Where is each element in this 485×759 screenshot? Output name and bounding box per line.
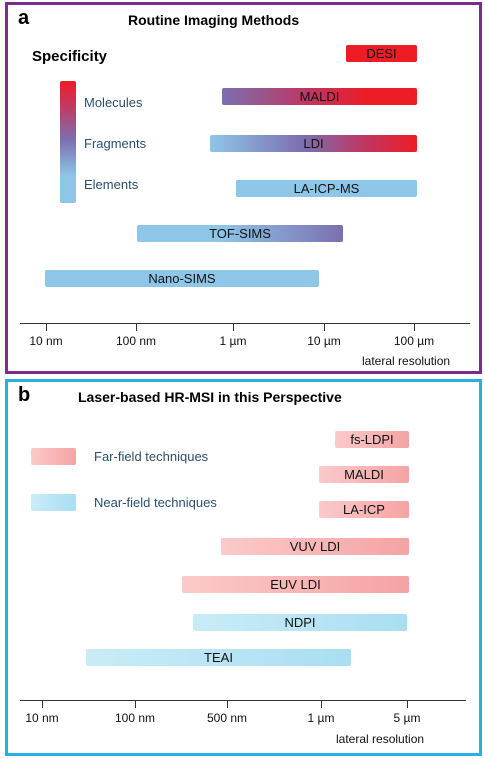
legend-far-field-label: Far-field techniques [94,449,209,464]
specificity-label: Specificity [32,48,108,65]
panel-b: b Laser-based HR-MSI in this Perspective… [5,379,482,756]
bar-fs-ldpi: fs-LDPI [335,431,409,448]
panel-a-tick-label: 100 nm [115,334,157,348]
panel-a-axis-title: lateral resolution [362,354,451,368]
bar-desi: DESI [346,45,417,62]
legend-far-field-swatch [31,448,76,465]
bar-nano-sims-label: Nano-SIMS [148,271,216,286]
scale-label-molecules: Molecules [84,95,143,110]
bar-la-icp-ms-label: LA-ICP-MS [293,181,360,196]
panel-a: a Routine Imaging Methods Specificity Mo… [5,2,482,374]
panel-b-tick [407,701,408,708]
bar-maldi-label: MALDI [299,89,340,104]
bar-euv-ldi-label: EUV LDI [270,577,321,592]
bar-teai: TEAI [86,649,351,666]
panel-a-tick [414,324,415,331]
panel-b-tick [42,701,43,708]
bar-la-icp-label: LA-ICP [343,502,385,517]
panel-b-axis-title: lateral resolution [336,732,425,746]
panel-b-tick [135,701,136,708]
panel-a-tick-label: 10 nm [29,334,63,348]
panel-a-tick-label: 1 µm [219,334,247,348]
panel-a-tick [46,324,47,331]
bar-tof-sims-label: TOF-SIMS [209,226,271,241]
panel-b-tick-label: 10 nm [25,711,59,725]
panel-a-letter: a [18,7,30,29]
panel-a-tick-label: 100 µm [393,334,435,348]
bar-teai-label: TEAI [204,650,233,665]
bar-fs-ldpi-label: fs-LDPI [350,432,394,447]
scale-label-fragments: Fragments [84,136,147,151]
bar-la-icp: LA-ICP [319,501,409,518]
panel-a-tick [324,324,325,331]
panel-a-tick [233,324,234,331]
panel-b-tick-label: 500 nm [206,711,248,725]
bar-ndpi: NDPI [193,614,407,631]
bar-la-icp-ms: LA-ICP-MS [236,180,417,197]
scale-label-elements: Elements [84,177,139,192]
bar-maldi-b-label: MALDI [344,467,384,482]
bar-vuv-ldi-label: VUV LDI [289,539,341,554]
panel-b-tick-label: 5 µm [393,711,421,725]
bar-ldi-label: LDI [303,136,324,151]
bar-maldi-b: MALDI [319,466,409,483]
bar-euv-ldi: EUV LDI [182,576,409,593]
bar-tof-sims: TOF-SIMS [137,225,343,242]
panel-b-letter: b [18,384,31,406]
bar-desi-label: DESI [366,46,397,61]
panel-a-tick-label: 10 µm [307,334,341,348]
panel-b-tick-label: 100 nm [114,711,156,725]
panel-a-tick [136,324,137,331]
panel-b-tick-label: 1 µm [307,711,335,725]
specificity-gradient-bar [60,81,76,203]
bar-ndpi-label: NDPI [284,615,316,630]
bar-nano-sims: Nano-SIMS [45,270,319,287]
legend-near-field-label: Near-field techniques [94,495,217,510]
panel-b-tick [227,701,228,708]
panel-b-title: Laser-based HR-MSI in this Perspective [78,389,342,405]
bar-maldi: MALDI [222,88,417,105]
panel-a-title: Routine Imaging Methods [128,12,300,28]
bar-ldi: LDI [210,135,417,152]
panel-b-tick [321,701,322,708]
bar-vuv-ldi: VUV LDI [221,538,409,555]
panel-b-axis-line [20,700,466,701]
legend-near-field-swatch [31,494,76,511]
panel-a-axis-line [20,323,470,324]
